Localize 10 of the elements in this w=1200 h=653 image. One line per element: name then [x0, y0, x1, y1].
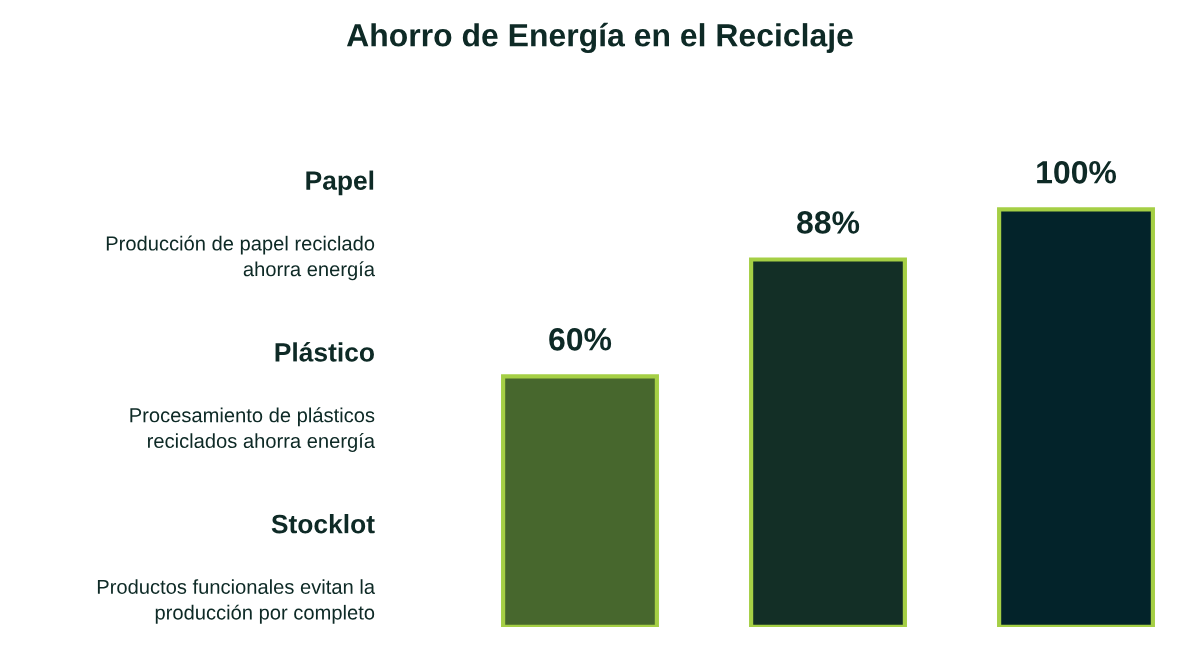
- text: Plástico: [275, 342, 374, 362]
- chart-title: Ahorro de Energía en el Reciclaje: [346, 22, 853, 54]
- text: Papel: [306, 170, 374, 196]
- text: Producción de papel reciclado ahorra energía: [106, 235, 376, 281]
- data-label: 88%: [797, 211, 860, 234]
- text: Procesamiento de plásticos reciclados ahorra energía: [130, 407, 376, 453]
- text: Productos funcionales evitan la producción por completo: [97, 579, 376, 624]
- text: Stocklot: [271, 514, 375, 534]
- data-label: 100%: [1037, 161, 1117, 184]
- data-label: 60%: [549, 328, 612, 351]
